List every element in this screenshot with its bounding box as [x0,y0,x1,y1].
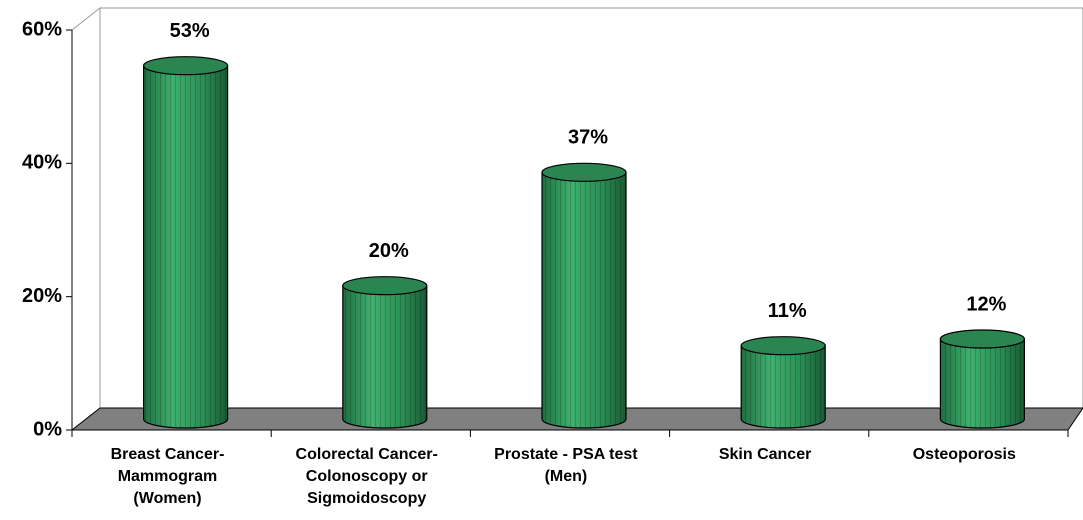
x-tick-label: Osteoporosis [912,446,1016,463]
value-label: 11% [768,300,807,322]
bar-top [939,329,1026,349]
value-label: 12% [966,293,1006,315]
bar-top [143,56,229,76]
bar-top [541,162,627,182]
bar-stripes [741,345,826,428]
bar-stripes [940,339,1025,428]
bar-top [740,336,826,356]
x-tick-label: Prostate - PSA test (Men) [494,446,638,485]
bar-top [342,276,428,296]
x-tick-label: Colorectal Cancer- Colonoscopy or Sigmoi… [295,446,438,507]
bar-stripes [542,172,626,428]
y-tick-label: 20% [22,285,62,307]
side-wall [71,6,101,432]
y-tick-label: 40% [22,152,62,174]
y-tick-label: 0% [33,418,62,440]
value-label: 53% [170,20,210,42]
bar-stripes [143,65,228,429]
x-tick-label: Breast Cancer- Mammogram (Women) [110,446,225,507]
bar-stripes [342,285,427,428]
value-label: 20% [369,240,409,262]
value-label: 37% [568,127,608,149]
x-tick-label: Skin Cancer [718,446,812,463]
y-tick-label: 60% [22,18,62,40]
